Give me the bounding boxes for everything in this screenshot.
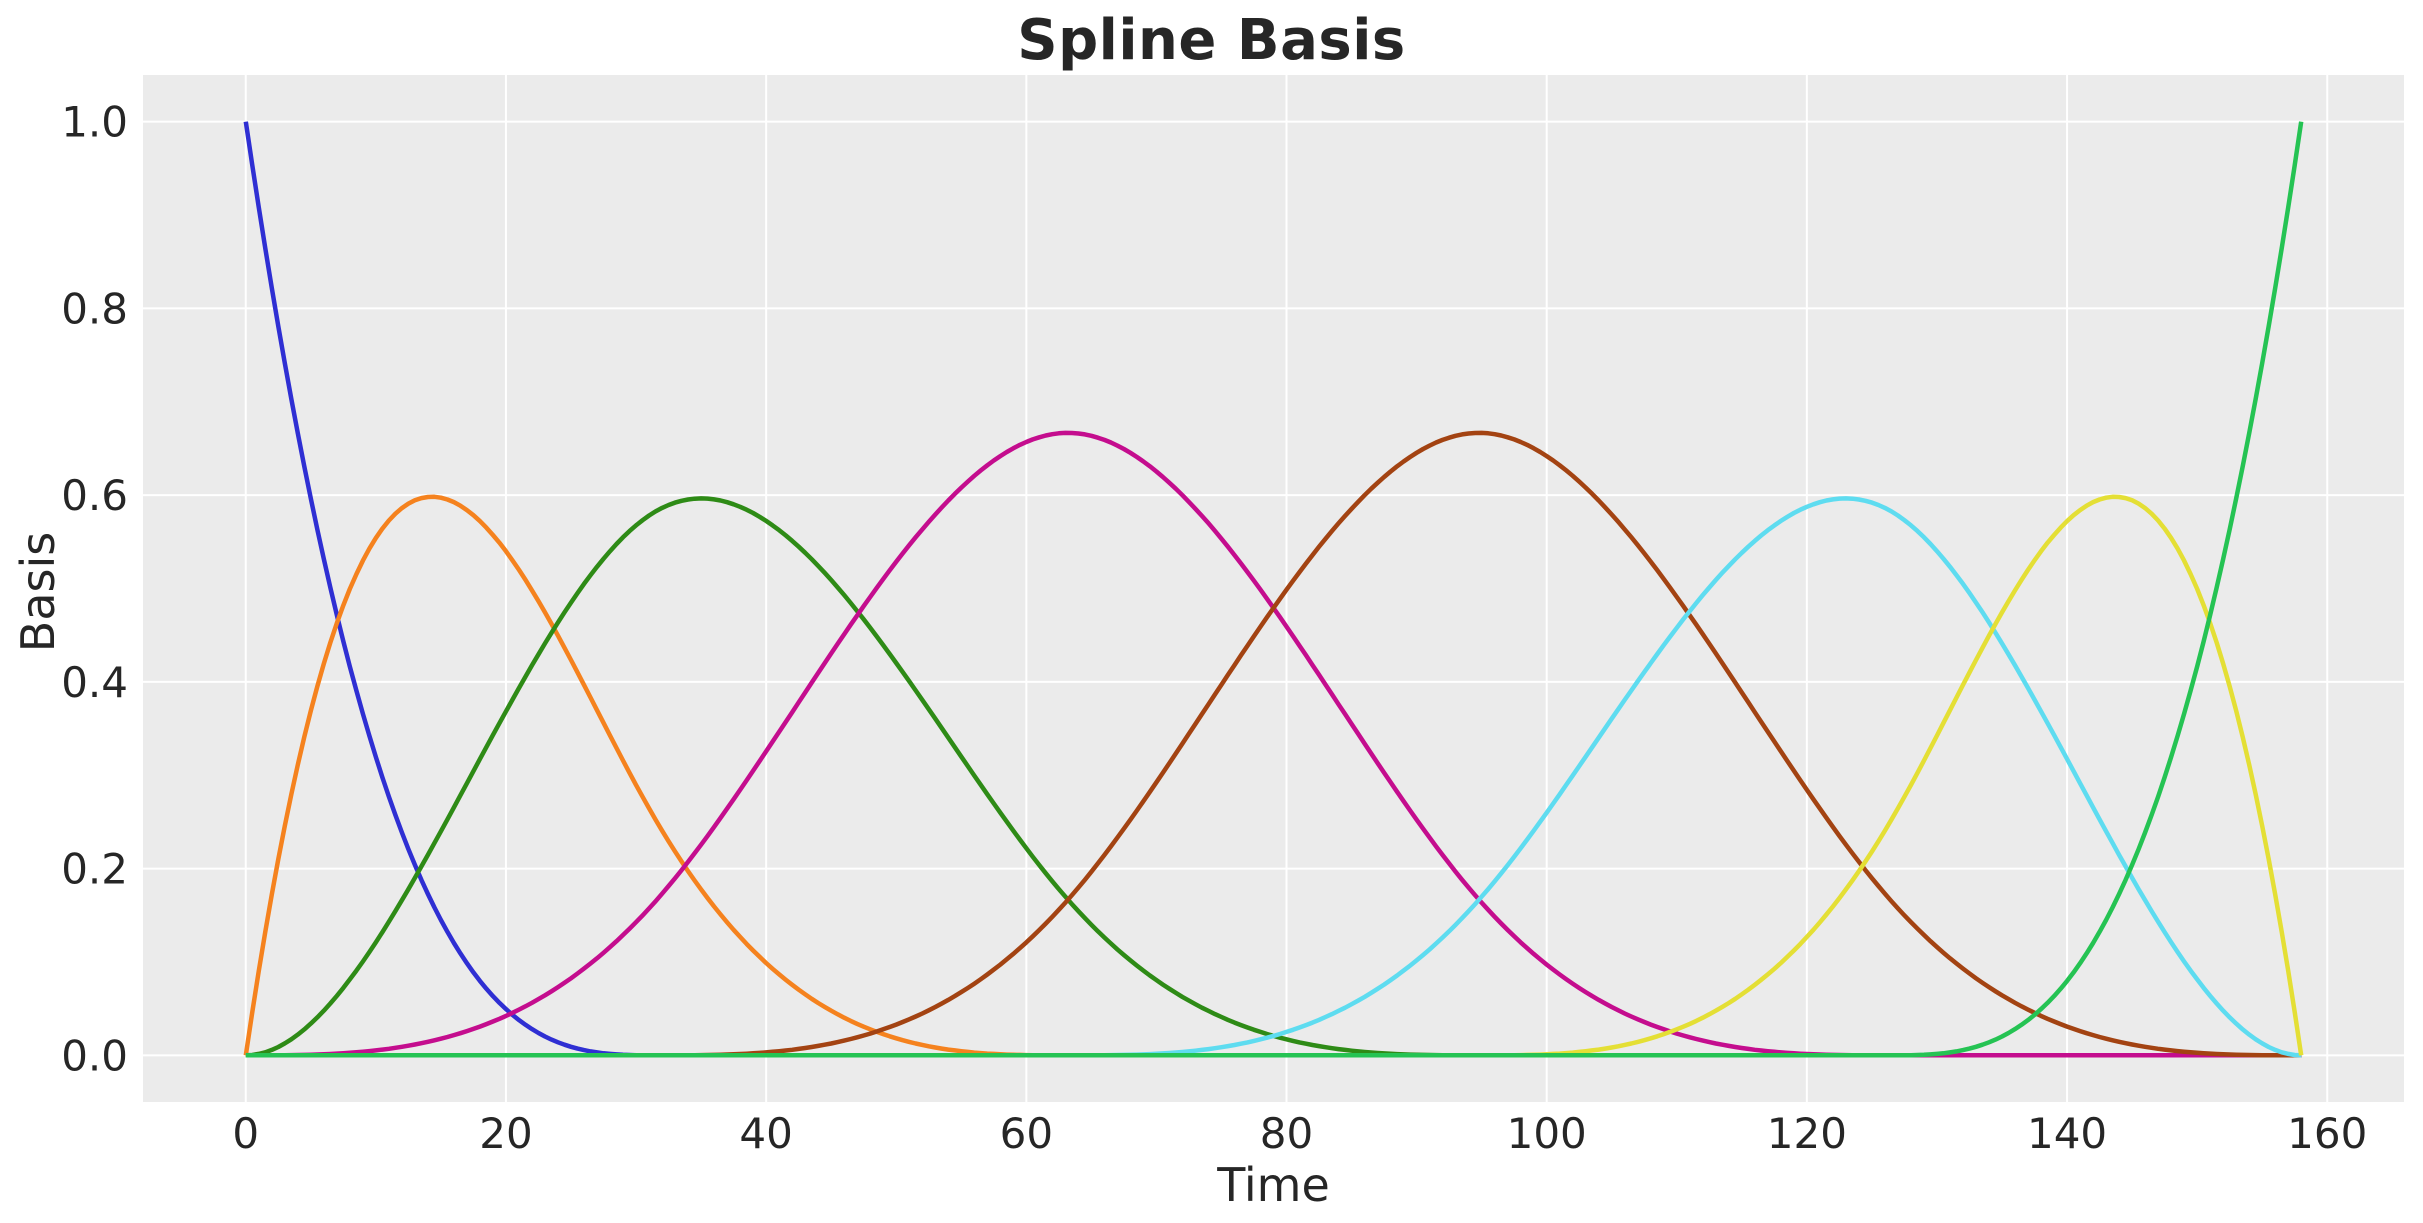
plot-background xyxy=(143,75,2404,1102)
x-tick-label: 100 xyxy=(1507,1109,1587,1158)
y-tick-label: 0.6 xyxy=(61,471,128,520)
x-tick-label: 40 xyxy=(739,1109,792,1158)
spline-curve-basis-8 xyxy=(245,121,2304,1058)
x-tick-label: 80 xyxy=(1260,1109,1313,1158)
chart-title: Spline Basis xyxy=(1017,8,1406,73)
x-tick-label: 0 xyxy=(232,1109,259,1158)
y-tick-label: 0.4 xyxy=(61,658,128,707)
x-tick-label: 120 xyxy=(1767,1109,1847,1158)
x-tick-label: 140 xyxy=(2027,1109,2107,1158)
x-tick-label: 20 xyxy=(479,1109,532,1158)
y-tick-label: 0.8 xyxy=(61,284,128,333)
y-tick-label: 0.2 xyxy=(61,845,128,894)
y-tick-label: 0.0 xyxy=(61,1031,128,1080)
x-tick-label: 60 xyxy=(1000,1109,1053,1158)
y-axis-label: Basis xyxy=(11,531,65,653)
x-tick-label: 160 xyxy=(2287,1109,2367,1158)
x-axis-label: Time xyxy=(1217,1158,1330,1212)
y-tick-label: 1.0 xyxy=(61,98,128,147)
